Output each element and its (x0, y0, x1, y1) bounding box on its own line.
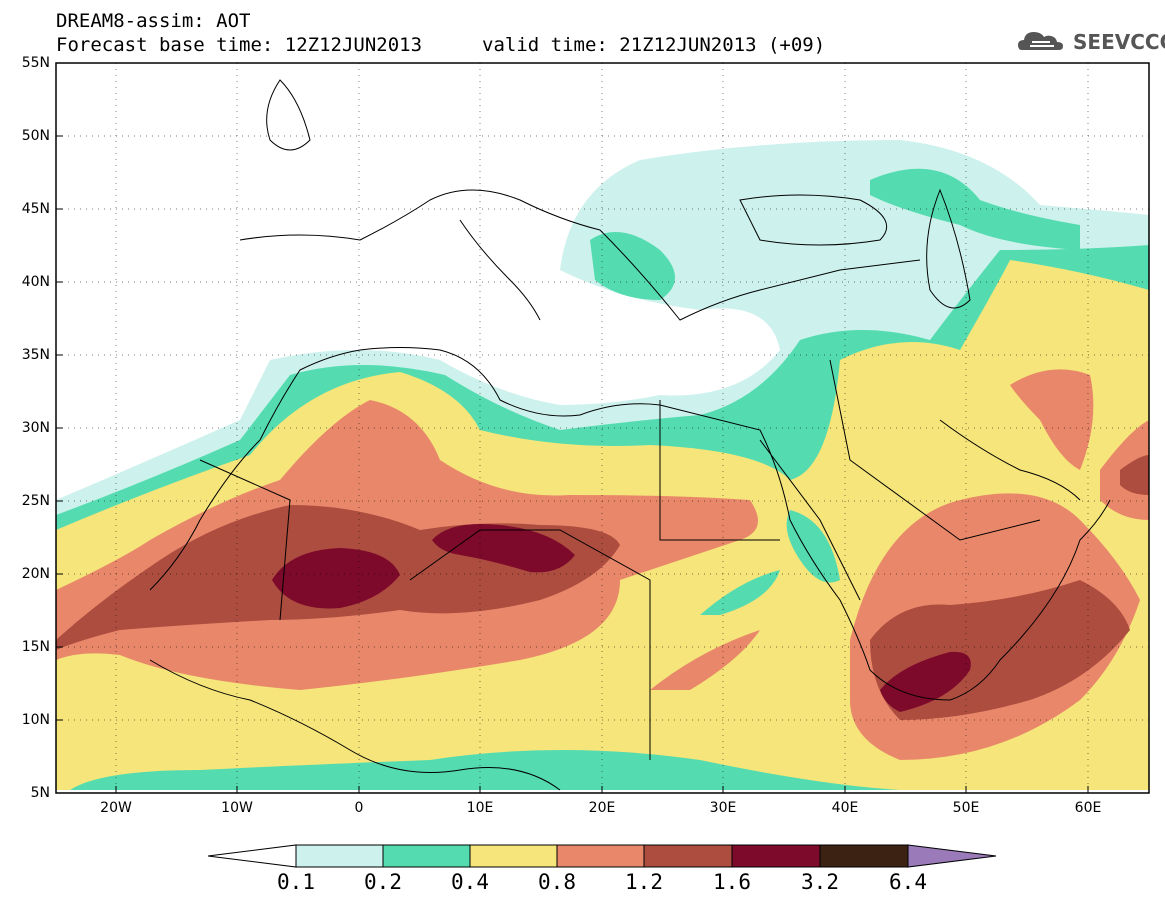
lat-label: 40N (21, 274, 50, 290)
colorbar-label: 1.6 (713, 870, 751, 894)
lon-label: 20E (588, 800, 616, 816)
coast-europe (239, 189, 921, 321)
lon-label: 50E (952, 800, 980, 816)
coast-persian-gulf (939, 419, 1081, 501)
aot-orange-persia (1010, 369, 1094, 470)
aot-green-redsea (786, 510, 840, 583)
aot-green-balkans (590, 232, 675, 300)
cloud-icon (1018, 32, 1063, 50)
colorbar-bin-0.1 (295, 844, 384, 868)
colorbar-label: 6.4 (889, 870, 927, 894)
aot-band-1.6-central (432, 524, 575, 573)
lon-label: 30E (709, 800, 737, 816)
lat-label: 10N (21, 712, 50, 728)
lat-label: 55N (21, 55, 50, 71)
lat-label: 15N (21, 639, 50, 655)
coast-italy (459, 219, 541, 321)
lat-label: 5N (30, 785, 50, 801)
border-lines (199, 359, 1041, 760)
logo-text: SEEVCCC (1073, 30, 1165, 54)
chart-title-base-time: Forecast base time: 12Z12JUN2013 (56, 34, 423, 56)
lat-label: 20N (21, 566, 50, 582)
colorbar-label: 0.8 (538, 870, 576, 894)
lon-label: 10W (221, 800, 253, 816)
coast-black-sea (739, 194, 888, 246)
lon-label: 0 (354, 800, 364, 816)
colorbar-over (907, 844, 997, 868)
colorbar-bin-1.6 (731, 844, 821, 868)
colorbar-label: 0.4 (451, 870, 489, 894)
aot-band-1.6-west (272, 548, 400, 609)
colorbar-bin-0.4 (469, 844, 558, 868)
aot-band-1.6-yemen (880, 651, 971, 712)
colorbar-bin-0.2 (382, 844, 471, 868)
colorbar-label: 1.2 (625, 870, 663, 894)
colorbar-bin-3.2 (819, 844, 909, 868)
colorbar-label: 0.1 (277, 870, 315, 894)
aot-green-caspian (870, 168, 1080, 250)
coast-caspian (926, 188, 971, 309)
coast-red-sea (759, 439, 861, 601)
colorbar-bin-1.2 (643, 844, 733, 868)
lon-label: 20W (100, 800, 132, 816)
colorbar-under (207, 844, 297, 868)
chart-title-valid-time: valid time: 21Z12JUN2013 (+09) (482, 34, 826, 56)
aot-orange-streak (650, 630, 760, 690)
lat-label: 30N (21, 420, 50, 436)
aot-green-streak (700, 570, 780, 615)
lon-label: 60E (1074, 800, 1102, 816)
coast-west-africa (149, 347, 1111, 701)
colorbar (207, 844, 997, 868)
colorbar-label: 0.2 (364, 870, 402, 894)
colorbar-label: 3.2 (801, 870, 839, 894)
lon-label: 40E (831, 800, 859, 816)
lon-label: 10E (466, 800, 494, 816)
aot-brown-gulf (1120, 455, 1149, 495)
lat-label: 45N (21, 201, 50, 217)
lat-label: 35N (21, 347, 50, 363)
colorbar-bin-0.8 (556, 844, 645, 868)
chart-title-line1: DREAM8-assim: AOT (56, 10, 251, 32)
lat-label: 50N (21, 128, 50, 144)
lat-label: 25N (21, 493, 50, 509)
coast-gulf-guinea (149, 659, 561, 791)
coast-britain (266, 79, 311, 151)
